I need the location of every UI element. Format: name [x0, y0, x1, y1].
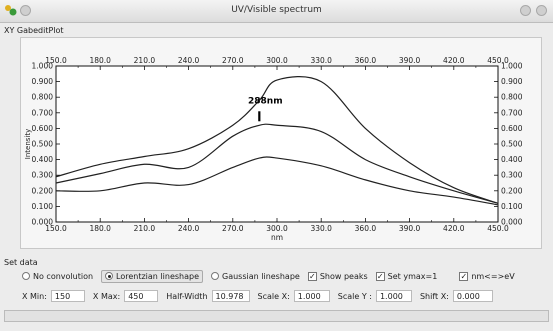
y-tick-label-left: 0.800	[32, 93, 54, 102]
no-convolution-label: No convolution	[33, 271, 94, 281]
x-tick-label-bottom: 210.0	[134, 224, 156, 233]
nm-ev-label: nm<=>eV	[471, 271, 515, 281]
y-axis-label: Intensity	[24, 129, 32, 159]
xmin-label: X Min:	[22, 291, 47, 301]
options-row: No convolution Lorentzian lineshape Gaus…	[22, 269, 523, 283]
xmax-label: X Max:	[92, 291, 121, 301]
x-tick-label-bottom: 300.0	[266, 224, 288, 233]
y-tick-label-right: 0.300	[501, 171, 523, 180]
set-ymax-label: Set ymax=1	[387, 271, 438, 281]
y-tick-label-left: 0.000	[32, 218, 54, 227]
plot-area[interactable]: 150.0 150.0 180.0 180.0 210.0 210.0 240.0 240.0…	[20, 37, 542, 249]
minimize-button[interactable]	[520, 5, 531, 16]
nm-ev-option[interactable]: ✓ nm<=>eV	[459, 271, 515, 281]
show-peaks-checkbox[interactable]: ✓	[307, 271, 317, 281]
x-tick-label-bottom: 360.0	[355, 224, 377, 233]
y-tick-label-left: 0.200	[32, 186, 54, 195]
gaussian-option[interactable]: Gaussian lineshape	[211, 272, 300, 281]
y-tick-label-left: 0.400	[32, 155, 54, 164]
y-tick-label-right: 0.200	[501, 186, 523, 195]
set-data-label: Set data	[4, 258, 38, 267]
lorentzian-option[interactable]: Lorentzian lineshape	[101, 269, 203, 283]
x-tick-label-top: 210.0	[134, 56, 156, 65]
x-tick-label-top: 450.0	[487, 56, 509, 65]
y-tick-label-left: 1.000	[32, 62, 54, 71]
set-ymax-checkbox[interactable]: ✓	[375, 271, 385, 281]
y-tick-label-right: 1.000	[501, 62, 523, 71]
show-peaks-option[interactable]: ✓ Show peaks	[307, 271, 368, 281]
fields-row: X Min: 150 X Max: 450 Half-Width 10.978 …	[22, 289, 501, 303]
y-tick-label-left: 0.900	[32, 77, 54, 86]
lorentzian-radio[interactable]	[105, 272, 114, 280]
close-button[interactable]	[536, 5, 547, 16]
no-convolution-option[interactable]: No convolution	[22, 272, 93, 281]
y-tick-label-right: 0.100	[501, 202, 523, 211]
halfwidth-field[interactable]: 10.978	[211, 290, 250, 302]
x-tick-label-bottom: 240.0	[178, 224, 200, 233]
scalex-label: Scale X:	[257, 291, 290, 301]
xmax-field[interactable]: 450	[124, 290, 159, 302]
x-axis-label: nm	[271, 233, 283, 242]
x-tick-label-top: 420.0	[443, 56, 465, 65]
x-tick-label-top: 330.0	[310, 56, 332, 65]
x-tick-label-bottom: 390.0	[399, 224, 421, 233]
y-tick-label-right: 0.500	[501, 140, 523, 149]
x-tick-label-bottom: 450.0	[487, 224, 509, 233]
window-menu-button[interactable]	[20, 5, 31, 16]
series-line-3	[55, 156, 499, 206]
scaley-label: Scale Y :	[337, 291, 372, 301]
y-tick-label-left: 0.700	[32, 108, 54, 117]
no-convolution-radio[interactable]	[22, 272, 30, 280]
x-tick-label-top: 150.0	[45, 56, 67, 65]
y-tick-label-right: 0.400	[501, 155, 523, 164]
x-tick-label-bottom: 270.0	[222, 224, 244, 233]
x-tick-label-bottom: 420.0	[443, 224, 465, 233]
show-peaks-label: Show peaks	[319, 271, 368, 281]
x-tick-label-bottom: 150.0	[45, 224, 67, 233]
x-tick-label-top: 240.0	[178, 56, 200, 65]
set-ymax-option[interactable]: ✓ Set ymax=1	[375, 271, 438, 281]
shiftx-field[interactable]: 0.000	[452, 290, 493, 302]
x-tick-label-top: 390.0	[399, 56, 421, 65]
y-tick-label-left: 0.600	[32, 124, 54, 133]
x-tick-label-top: 180.0	[89, 56, 111, 65]
window-titlebar: UV/Visible spectrum	[0, 0, 553, 23]
gaussian-radio[interactable]	[211, 272, 219, 280]
uv-spectrum-chart[interactable]: 150.0 150.0 180.0 180.0 210.0 210.0 240.0 240.0…	[21, 38, 541, 248]
window-title: UV/Visible spectrum	[231, 5, 322, 15]
app-icon	[5, 5, 17, 16]
nm-ev-checkbox[interactable]: ✓	[459, 271, 469, 281]
x-tick-label-top: 300.0	[266, 56, 288, 65]
y-tick-label-right: 0.800	[501, 93, 523, 102]
y-tick-label-left: 0.100	[32, 202, 54, 211]
x-tick-label-bottom: 180.0	[89, 224, 111, 233]
status-bar	[4, 310, 549, 322]
plot-panel-label: XY GabeditPlot	[4, 26, 64, 35]
plot-frame	[55, 65, 499, 223]
xmin-field[interactable]: 150	[50, 290, 85, 302]
y-tick-label-left: 0.500	[32, 140, 54, 149]
gaussian-label: Gaussian lineshape	[222, 271, 300, 281]
shiftx-label: Shift X:	[419, 291, 449, 301]
peak-label: 288nm	[248, 96, 283, 106]
x-tick-label-top: 270.0	[222, 56, 244, 65]
y-tick-label-right: 0.900	[501, 77, 523, 86]
halfwidth-label: Half-Width	[166, 291, 208, 301]
scalex-field[interactable]: 1.000	[293, 290, 330, 302]
x-tick-label-bottom: 330.0	[310, 224, 332, 233]
lorentzian-label: Lorentzian lineshape	[116, 271, 199, 281]
y-tick-label-right: 0.000	[501, 218, 523, 227]
y-tick-label-left: 0.300	[32, 171, 54, 180]
series-line-2	[55, 123, 499, 204]
y-tick-label-right: 0.700	[501, 108, 523, 117]
x-tick-label-top: 360.0	[355, 56, 377, 65]
y-tick-label-right: 0.600	[501, 124, 523, 133]
scaley-field[interactable]: 1.000	[375, 290, 412, 302]
series-line-1	[55, 76, 499, 204]
